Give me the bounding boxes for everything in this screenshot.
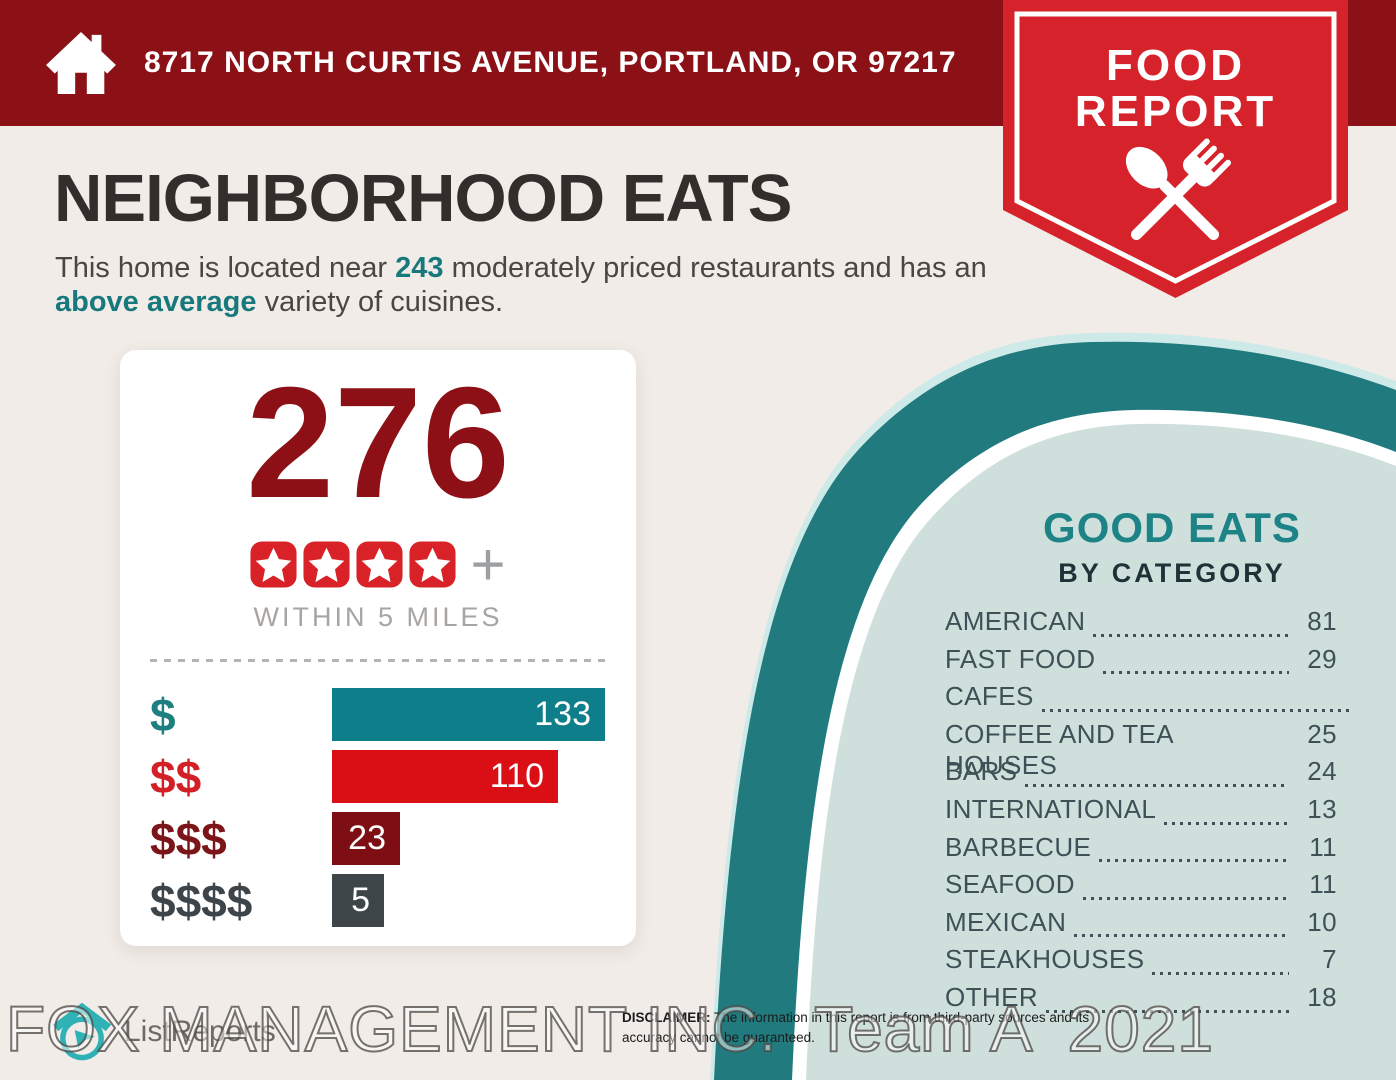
- dotted-leader: [1074, 934, 1289, 938]
- listreports-mark-icon: [52, 1002, 112, 1061]
- category-value: 81: [1307, 606, 1337, 636]
- food-report-badge: FOOD REPORT: [1003, 0, 1348, 298]
- price-bar-value: 5: [351, 881, 370, 919]
- category-list: AMERICAN 81 FAST FOOD 29 CAFES COFFEE AN…: [945, 606, 1353, 1020]
- category-label: BARS: [945, 756, 1018, 787]
- listreports-wordmark: ListReports: [124, 1015, 276, 1048]
- category-value: 10: [1307, 906, 1337, 937]
- badge-shape: [1003, 0, 1348, 298]
- category-value: 25: [1307, 718, 1337, 749]
- radius-subtitle: WITHIN 5 MILES: [253, 602, 503, 632]
- price-bar-value: 133: [534, 695, 591, 733]
- home-icon: [46, 31, 116, 95]
- page-title: NEIGHBORHOOD EATS: [54, 161, 792, 236]
- category-row: BARBECUE 11: [945, 832, 1337, 870]
- category-label: BARBECUE: [945, 831, 1092, 862]
- category-row: BARS 24: [945, 756, 1337, 794]
- category-label: COFFEE AND TEA HOUSES: [945, 718, 1173, 780]
- restaurant-count: 243: [395, 252, 444, 284]
- category-row: SEAFOOD 11: [945, 869, 1337, 907]
- badge-inner-border: [1014, 11, 1337, 284]
- price-bar: 133: [332, 688, 605, 741]
- intro-part1: This home is located near: [55, 252, 396, 284]
- category-row: MEXICAN 10: [945, 907, 1337, 945]
- dotted-leader: [1046, 1009, 1289, 1013]
- category-value: 24: [1307, 756, 1337, 787]
- disclaimer-label: DISCLAIMER:: [622, 1010, 711, 1025]
- dotted-leader: [1041, 708, 1353, 712]
- intro-part3: variety of cuisines.: [256, 285, 504, 318]
- star-icons: [250, 540, 456, 588]
- category-value: 7: [1322, 944, 1337, 975]
- star-icon: [303, 540, 350, 588]
- inner-pale-circle: [806, 423, 1396, 1080]
- listreports-logo: ListReports: [50, 1000, 276, 1064]
- category-value: 11: [1309, 831, 1337, 862]
- star-icon: [356, 540, 403, 588]
- variety-highlight: above average: [55, 285, 257, 318]
- plus-sign: +: [470, 530, 506, 598]
- category-row: CAFES: [945, 681, 1396, 719]
- intro-text: This home is located near 243 moderately…: [55, 252, 1005, 319]
- price-bar: 110: [332, 750, 558, 803]
- category-label: OTHER: [945, 981, 1038, 1012]
- price-bar: 5: [332, 874, 384, 927]
- category-row: AMERICAN 81: [945, 606, 1337, 644]
- category-label: FAST FOOD: [945, 643, 1096, 674]
- category-value: 13: [1307, 793, 1337, 824]
- disclaimer: DISCLAIMER: The information in this repo…: [622, 1008, 1127, 1049]
- category-value: 11: [1309, 869, 1337, 900]
- price-bar: 23: [332, 812, 400, 865]
- property-address: 8717 NORTH CURTIS AVENUE, PORTLAND, OR 9…: [144, 46, 957, 79]
- dotted-leader: [1082, 896, 1289, 900]
- category-row: INTERNATIONAL 13: [945, 794, 1337, 832]
- dotted-leader: [1025, 783, 1289, 787]
- category-label: INTERNATIONAL: [945, 793, 1157, 824]
- good-eats-title: GOOD EATS: [1043, 504, 1301, 551]
- category-value: 18: [1307, 981, 1337, 1012]
- price-bar-value: 110: [489, 757, 544, 795]
- good-eats-header: GOOD EATS BY CATEGORY: [950, 504, 1394, 589]
- category-row: FAST FOOD 29: [945, 644, 1337, 682]
- category-label: AMERICAN: [945, 606, 1086, 636]
- category-row: STEAKHOUSES 7: [945, 944, 1337, 982]
- category-value: 29: [1307, 643, 1337, 674]
- price-bar-row: $$$ 23: [120, 812, 636, 865]
- price-bars: $ 133 $$ 110 $$$ 23 $$$$ 5: [120, 688, 636, 927]
- utensils-icon: [1125, 138, 1232, 241]
- dashed-divider: [150, 659, 606, 662]
- disclaimer-text: The information in this report is from t…: [622, 1010, 1090, 1046]
- category-label: MEXICAN: [945, 906, 1067, 937]
- intro-part2: moderately priced restaurants and has an: [443, 252, 987, 284]
- dotted-leader: [1152, 971, 1289, 975]
- category-label: CAFES: [945, 681, 1034, 712]
- price-bar-row: $$$$ 5: [120, 874, 636, 927]
- good-eats-subtitle: BY CATEGORY: [1058, 558, 1286, 588]
- dotted-leader: [1099, 859, 1289, 863]
- badge-line2: REPORT: [1075, 87, 1276, 136]
- category-row: COFFEE AND TEA HOUSES 25: [945, 718, 1337, 780]
- price-tier-label: $$$$: [150, 874, 253, 927]
- dotted-leader: [1093, 633, 1289, 637]
- total-restaurant-count: 276: [246, 355, 510, 531]
- price-tier-label: $: [150, 688, 176, 741]
- watermark: FOX MANAGEMENT INC. Team A 2021: [5, 992, 1214, 1066]
- star-rating: +: [120, 530, 636, 598]
- price-bar-row: $$ 110: [120, 750, 636, 803]
- category-row: OTHER 18: [945, 982, 1337, 1020]
- dotted-leader: [1164, 821, 1289, 825]
- dotted-leader: [1103, 671, 1289, 675]
- price-bar-value: 23: [348, 819, 386, 857]
- category-label: STEAKHOUSES: [945, 944, 1145, 975]
- price-bar-row: $ 133: [120, 688, 636, 741]
- category-label: SEAFOOD: [945, 869, 1075, 900]
- price-tier-label: $$: [150, 750, 202, 803]
- star-icon: [250, 540, 297, 588]
- star-icon: [409, 540, 456, 588]
- restaurant-summary-card: 276 + WITHIN 5 MILES $ 133 $$ 110: [120, 350, 636, 946]
- badge-line1: FOOD: [1106, 41, 1245, 90]
- price-tier-label: $$$: [150, 812, 227, 865]
